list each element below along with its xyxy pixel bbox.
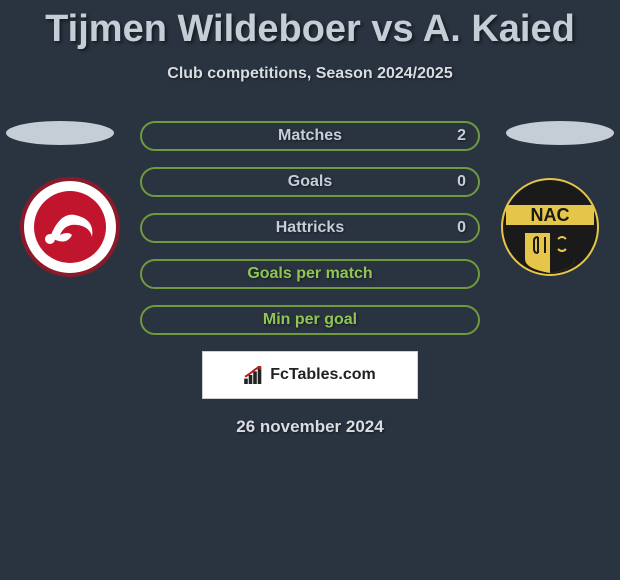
club-crest-right: NAC <box>500 177 600 277</box>
player-left-name-plate <box>6 121 114 145</box>
stat-label: Matches <box>278 127 342 145</box>
fctables-logo[interactable]: FcTables.com <box>202 351 418 399</box>
stats-container: Matches 2 Goals 0 Hattricks 0 Goals per match M… <box>140 121 480 335</box>
comparison-content: NAC Matches 2 Goals 0 Hattricks 0 Goals per ma… <box>0 121 620 437</box>
season-subtitle: Club competitions, Season 2024/2025 <box>0 65 620 83</box>
stat-value-right: 0 <box>457 173 466 191</box>
player-right-name-plate <box>506 121 614 145</box>
stat-value-right: 2 <box>457 127 466 145</box>
comparison-title: Tijmen Wildeboer vs A. Kaied <box>0 0 620 51</box>
stat-label: Goals <box>288 173 332 191</box>
fctables-logo-text: FcTables.com <box>270 366 376 384</box>
stat-label: Min per goal <box>263 311 357 329</box>
stat-row: Hattricks 0 <box>140 213 480 243</box>
stat-row: Goals 0 <box>140 167 480 197</box>
stat-label: Hattricks <box>276 219 344 237</box>
svg-text:NAC: NAC <box>531 205 570 225</box>
stat-row: Matches 2 <box>140 121 480 151</box>
bar-chart-icon <box>244 366 266 384</box>
snapshot-date: 26 november 2024 <box>0 417 620 437</box>
stat-label: Goals per match <box>247 265 372 283</box>
stat-row: Goals per match <box>140 259 480 289</box>
stat-value-right: 0 <box>457 219 466 237</box>
stat-row: Min per goal <box>140 305 480 335</box>
club-crest-left <box>20 177 120 277</box>
